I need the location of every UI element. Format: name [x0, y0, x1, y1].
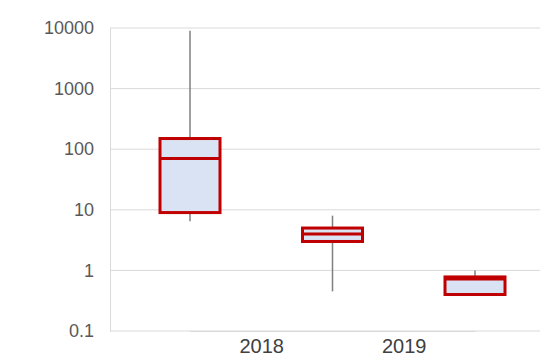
y-tick-label: 1000	[54, 79, 94, 99]
box	[445, 277, 505, 295]
y-tick: 0.1	[69, 321, 110, 341]
x-axis: 2018 2019	[191, 331, 476, 357]
box	[303, 228, 363, 241]
box-plot	[445, 270, 505, 294]
boxes	[160, 31, 505, 295]
y-tick: 1	[84, 261, 110, 281]
y-tick-label: 100	[64, 139, 94, 159]
grid	[110, 28, 540, 331]
y-tick-label: 10	[74, 200, 94, 220]
box	[160, 139, 220, 213]
grid-line	[110, 331, 540, 332]
grid-line	[110, 28, 540, 29]
y-tick: 1000	[54, 79, 110, 99]
y-axis-line	[110, 29, 111, 332]
median	[160, 157, 220, 160]
median	[303, 232, 363, 235]
x-tick-label: 2018	[240, 335, 285, 357]
y-tick-label: 1	[84, 261, 94, 281]
x-tick: 2019	[382, 331, 427, 357]
box-plot	[303, 216, 363, 292]
x-tick: 2018	[240, 331, 285, 357]
y-tick: 100	[64, 139, 110, 159]
median	[445, 278, 505, 281]
chart: 0.1 1 10 100 1000 10000 2018 2019	[0, 0, 550, 361]
x-axis-line	[191, 331, 476, 332]
y-axis: 0.1 1 10 100 1000 10000	[44, 18, 111, 341]
y-tick-label: 0.1	[69, 321, 94, 341]
y-tick: 10	[74, 200, 110, 220]
grid-line	[110, 88, 540, 89]
x-tick-label: 2019	[382, 335, 427, 357]
y-tick-label: 10000	[44, 18, 94, 38]
y-tick: 10000	[44, 18, 110, 38]
box-plot	[160, 31, 220, 221]
